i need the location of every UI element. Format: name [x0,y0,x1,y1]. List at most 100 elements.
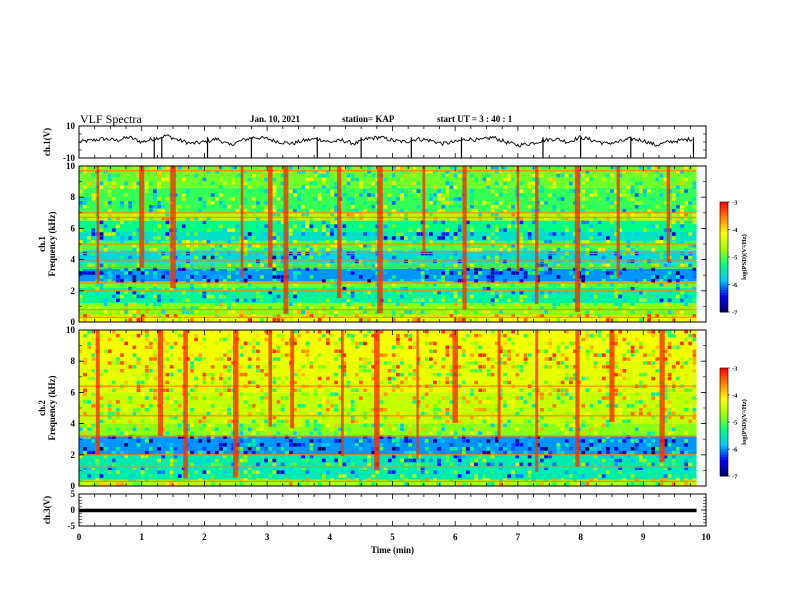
ch1-cell [313,166,318,170]
ch1-cell [157,197,161,201]
ch1-cell [107,267,112,271]
ch1-cell [293,193,297,197]
figure-title: VLF Spectra [80,112,142,126]
ch1-cell [680,216,684,221]
ch2-cell [194,435,198,439]
ch2-cell [387,419,392,424]
ch1-cell [552,220,557,225]
ch2-cell [667,470,672,474]
ch1-cell [272,185,277,190]
ch1-cell [293,205,297,209]
ch1-cell [441,173,446,178]
ch1-cell [148,181,153,186]
ch2-cell [120,454,124,459]
ch1-cell [334,216,338,221]
ch2-cell [334,357,338,361]
ch2-cell [326,376,330,381]
ch1-cell [363,310,367,314]
ch2-cell [610,474,614,478]
ch2-cell [202,372,207,377]
ch2-cell [433,341,437,346]
ch2-cell [358,435,363,439]
ch2-cell [441,357,446,361]
ch1-cell [548,232,553,236]
ch2-cell [330,431,334,435]
ch2-cell [651,419,656,424]
colorbar-cell [720,204,728,208]
ch1-cell [630,302,635,307]
ch2-cell [638,454,643,459]
ch1-cell [404,220,408,225]
ch1-cell [540,181,544,186]
ch1-cell [498,271,503,275]
ch2-cell [173,454,178,459]
colorbar-tick-label: -7 [732,310,738,317]
ch2-cell [165,380,170,385]
ch1-cell [95,314,100,318]
ch1-cell [218,201,223,205]
ch1-cell [626,193,631,197]
ch1-cell [424,318,429,322]
ch1-cell [441,271,446,275]
ch1-cell [540,169,544,174]
ch2-cell [527,419,532,424]
ch2-cell [671,372,676,377]
ch1-cell [350,201,355,205]
ch1-cell [490,240,495,244]
ch2-cell [482,353,487,357]
ch2-cell [190,447,194,451]
ch2-cell [581,376,586,381]
ch1-cell [210,267,215,271]
ch2-cell [350,462,355,467]
ch1-cell [140,267,145,271]
ch1-cell [536,314,540,318]
ch1-cell [371,173,376,178]
ch2-cell [494,361,499,365]
ch1-cell [293,240,297,244]
ch1-cell [651,318,656,322]
ch1-cell [107,271,112,275]
ch1-cell [231,177,236,182]
ch2-cell [519,369,524,373]
ch1-cell [610,275,614,279]
ch2-cell [531,478,536,482]
ch1-cell [507,267,511,271]
ch2-cell [692,408,697,412]
ch2-cell [116,408,120,412]
ch1-cell [128,220,133,225]
ch2-cell [490,330,495,334]
ch1-cell [552,185,557,190]
ch1-cell [589,208,594,213]
ch2-cell [601,458,606,463]
ch1-cell [490,169,495,174]
ch2-cell [466,400,470,404]
colorbar-cell [720,306,728,310]
ch2-cell [441,423,446,428]
ch2-cell [564,357,569,361]
ch2-cell [194,466,198,471]
ch2-cell [177,478,182,482]
ch2-cell [433,404,437,408]
ch2-cell [383,454,388,459]
ch1-cell [643,193,647,197]
ch2-cell [634,431,639,435]
ch1-cell [671,310,676,314]
ch2-cell [445,349,450,354]
ch1-cell [614,290,618,295]
ch1-band [79,231,697,241]
ch2-cell [676,474,680,478]
ch1-cell [342,224,347,229]
ch2-cell [202,337,207,342]
ch1-cell [350,216,355,221]
ch1-cell [103,232,108,236]
ch1-cell [387,247,392,252]
ch1-cell [420,298,425,303]
ch1-cell [243,236,248,240]
ch2-cell [358,357,363,361]
ch2-cell [387,330,392,334]
ch1-cell [585,298,590,303]
ch2-cell [461,341,466,346]
ch1-cell [441,193,446,197]
ch1-cell [433,193,437,197]
ch2-cell [486,357,491,361]
